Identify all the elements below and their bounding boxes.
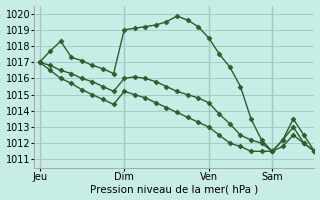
X-axis label: Pression niveau de la mer( hPa ): Pression niveau de la mer( hPa ) <box>90 184 259 194</box>
